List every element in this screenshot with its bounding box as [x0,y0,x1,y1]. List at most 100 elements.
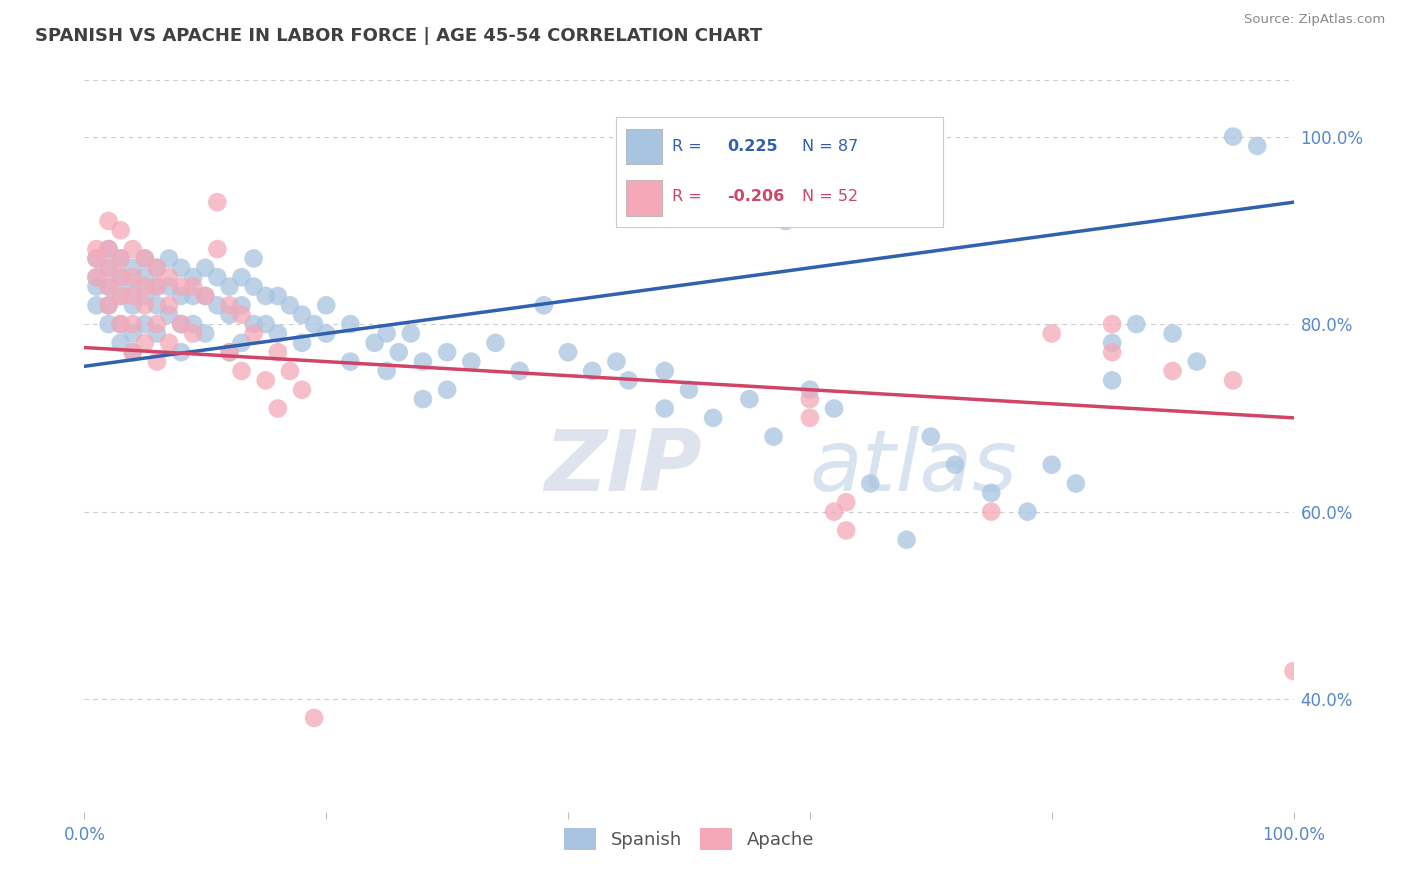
Point [654,364,676,378]
Point [267,345,290,359]
Point [121,317,143,331]
Point [291,335,314,350]
Point [86,279,108,293]
Point [110,317,132,331]
Text: Source: ZipAtlas.com: Source: ZipAtlas.com [1244,13,1385,27]
Point [399,326,422,341]
Point [181,279,204,293]
Point [278,298,301,312]
Point [1064,476,1087,491]
Point [896,533,918,547]
Point [181,289,204,303]
Point [484,335,506,350]
Point [157,270,180,285]
Point [339,317,361,331]
Point [980,505,1002,519]
Point [835,524,858,538]
Point [738,392,761,406]
Point [121,289,143,303]
Point [242,279,264,293]
Point [134,335,156,350]
Point [835,495,858,509]
Point [267,326,290,341]
Point [231,364,253,378]
Point [97,242,120,256]
Point [194,326,217,341]
Point [775,214,797,228]
Point [218,298,240,312]
Point [110,252,132,266]
Point [110,270,132,285]
Point [181,326,204,341]
Point [170,289,193,303]
Point [110,289,132,303]
Point [1246,139,1268,153]
Point [134,289,156,303]
Point [302,711,325,725]
Text: ZIP: ZIP [544,426,702,509]
Point [97,260,120,275]
Point [97,317,120,331]
Point [170,260,193,275]
Point [218,345,240,359]
Point [412,354,434,368]
Point [146,279,169,293]
Point [121,270,143,285]
Point [134,317,156,331]
Point [581,364,603,378]
Point [97,214,120,228]
Point [412,392,434,406]
Legend: Spanish, Apache: Spanish, Apache [557,821,821,857]
Point [121,345,143,359]
Point [121,242,143,256]
Point [97,260,120,275]
Point [121,326,143,341]
Point [207,242,229,256]
Point [146,279,169,293]
Text: SPANISH VS APACHE IN LABOR FORCE | AGE 45-54 CORRELATION CHART: SPANISH VS APACHE IN LABOR FORCE | AGE 4… [35,27,762,45]
Point [315,326,337,341]
Point [617,373,640,387]
Point [207,298,229,312]
Point [134,270,156,285]
Point [278,364,301,378]
Point [242,317,264,331]
Point [157,308,180,322]
Point [254,373,277,387]
Point [799,410,821,425]
Point [231,335,253,350]
Point [436,345,458,359]
Point [254,317,277,331]
Point [980,486,1002,500]
Point [146,260,169,275]
Point [242,326,264,341]
Point [436,383,458,397]
Point [170,317,193,331]
Point [1101,373,1123,387]
Point [121,298,143,312]
Point [110,223,132,237]
Point [134,298,156,312]
Point [170,317,193,331]
Point [134,252,156,266]
Point [1040,326,1063,341]
Point [1282,664,1305,678]
Point [121,279,143,293]
Point [231,308,253,322]
Point [1101,317,1123,331]
Point [339,354,361,368]
Point [1161,364,1184,378]
Point [762,429,785,443]
Point [134,279,156,293]
Point [207,270,229,285]
Point [302,317,325,331]
Point [859,476,882,491]
Point [181,270,204,285]
Point [146,298,169,312]
Point [110,252,132,266]
Point [799,383,821,397]
Point [267,289,290,303]
Point [375,326,398,341]
Point [1017,505,1039,519]
Point [242,252,264,266]
